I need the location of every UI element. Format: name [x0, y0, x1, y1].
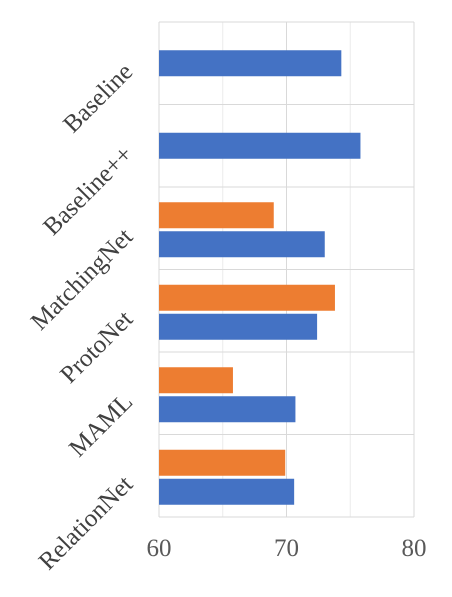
bar-orange-matchingnet — [159, 202, 274, 229]
category-label: Baseline++ — [38, 141, 138, 241]
bar-blue-relationnet — [159, 478, 295, 505]
bar-blue-baseline — [159, 50, 342, 77]
x-tick-label: 70 — [274, 535, 299, 562]
category-label: Baseline — [58, 58, 138, 138]
bar-orange-protonet — [159, 284, 335, 311]
bar-orange-relationnet — [159, 449, 286, 476]
grid — [158, 21, 415, 518]
bar-blue-baseline- — [159, 132, 361, 159]
bar-blue-maml — [159, 396, 296, 423]
bars — [159, 50, 361, 505]
category-labels: BaselineBaseline++MatchingNetProtoNetMAM… — [26, 58, 138, 575]
category-label: MAML — [64, 388, 138, 462]
x-tick-label: 80 — [402, 535, 427, 562]
bar-orange-maml — [159, 367, 233, 394]
category-label: ProtoNet — [55, 306, 138, 389]
x-tick-label: 60 — [147, 535, 172, 562]
category-label: RelationNet — [34, 471, 139, 576]
x-tick-labels: 60 70 80 — [147, 535, 427, 562]
bar-blue-protonet — [159, 313, 318, 340]
bar-blue-matchingnet — [159, 231, 325, 258]
